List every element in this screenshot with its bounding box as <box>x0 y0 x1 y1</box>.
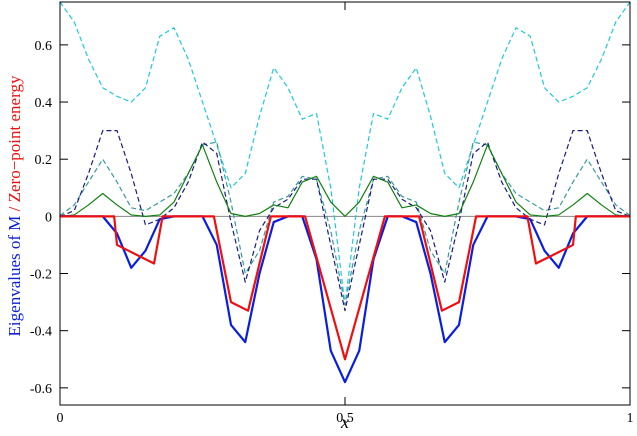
y-label-part: Eigenvalues of M <box>5 216 24 337</box>
y-tick-label: 0.4 <box>35 96 53 111</box>
series-line <box>60 215 630 361</box>
series-line <box>59 130 631 312</box>
y-label-part: / Zero−point energy <box>5 75 24 211</box>
y-tick-label: -0.6 <box>30 382 52 397</box>
series-line <box>60 215 630 384</box>
y-tick-label: -0.4 <box>30 325 52 340</box>
y-tick-label: 0 <box>45 210 52 225</box>
series-line <box>59 144 631 217</box>
y-tick-label: 0.2 <box>35 153 53 168</box>
x-tick-label: 0.5 <box>336 411 354 426</box>
series-line <box>59 141 631 306</box>
y-axis-label: Eigenvalues of M / Zero−point energy <box>5 75 24 336</box>
y-tick-label: 0.6 <box>35 39 53 54</box>
y-tick-label: -0.2 <box>30 268 52 283</box>
x-tick-label: 0 <box>57 411 64 426</box>
x-axis-label: x <box>340 412 349 432</box>
plot-frame <box>59 1 631 406</box>
x-tick-label: 1 <box>627 411 634 426</box>
